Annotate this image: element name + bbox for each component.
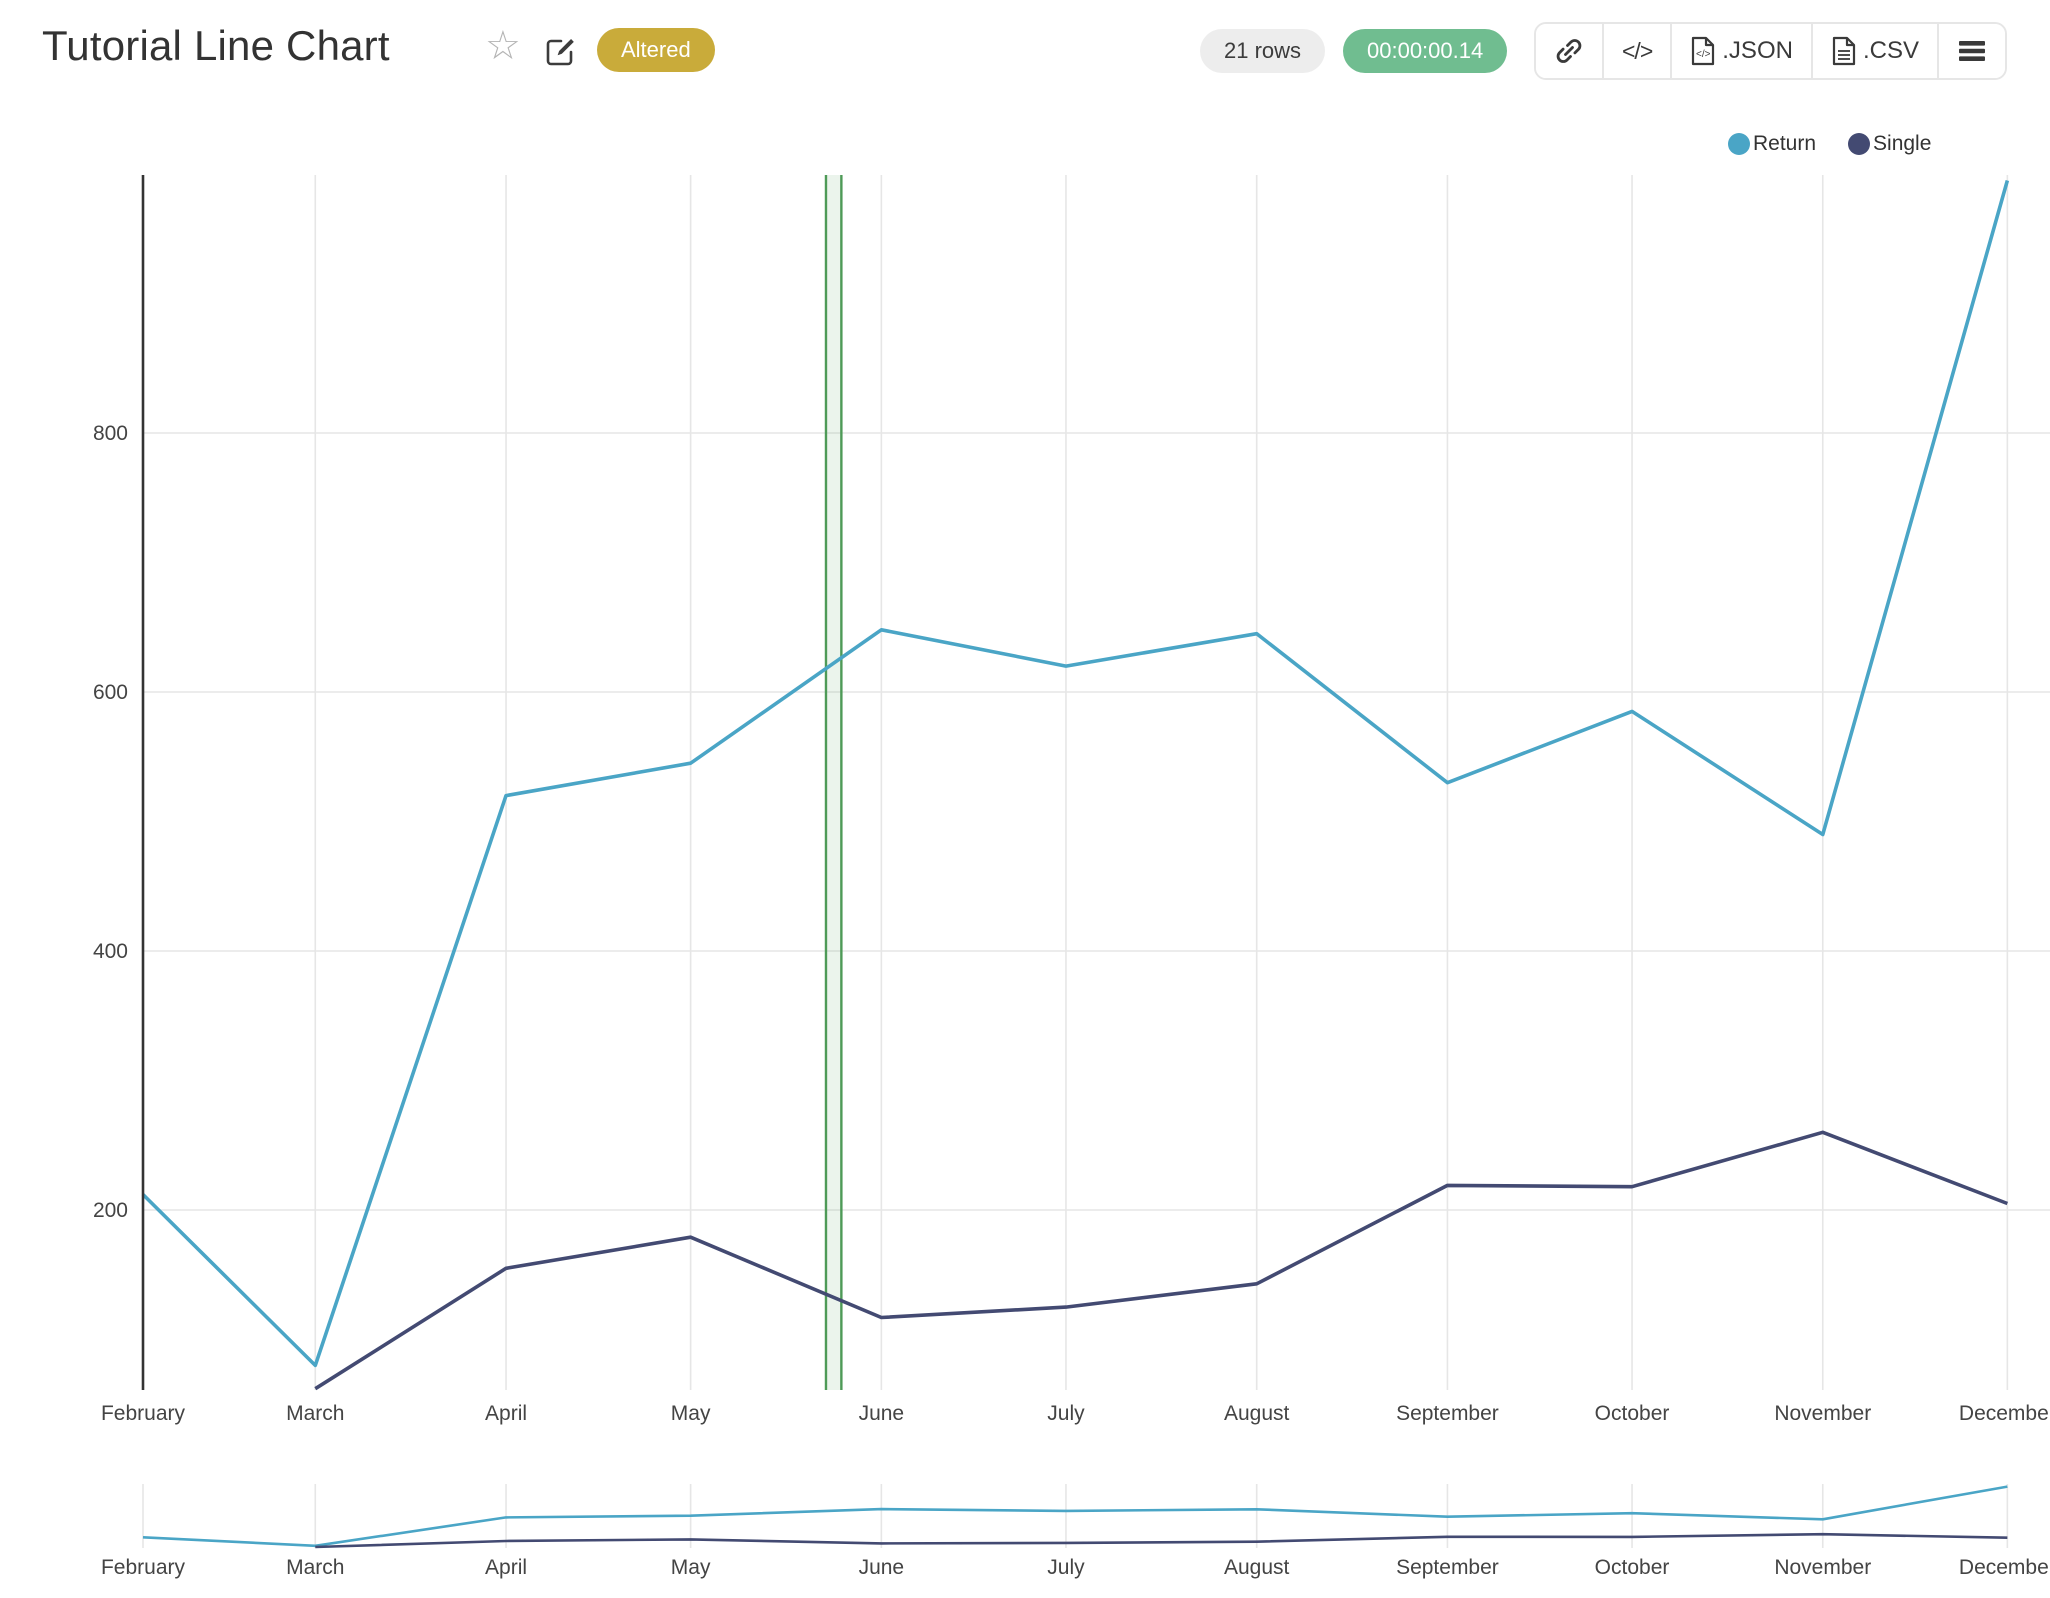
legend-item-single[interactable]: Single (1848, 132, 1931, 156)
legend-dot-return (1728, 133, 1750, 155)
x-axis-label: September (1396, 1402, 1499, 1425)
hamburger-menu-icon (1958, 41, 1985, 61)
range-slider-line-return (142, 1485, 2008, 1548)
range-slider[interactable] (143, 1456, 2050, 1576)
range-slider-label: October (1595, 1556, 1670, 1579)
x-axis-label: August (1224, 1402, 1290, 1425)
favorite-star-icon[interactable]: ☆ (485, 24, 521, 68)
range-slider-label: August (1224, 1556, 1290, 1579)
x-axis-label: June (859, 1402, 905, 1425)
row-count-badge: 21 rows (1200, 29, 1326, 73)
x-axis-label: November (1774, 1402, 1871, 1425)
series-line-single (314, 1130, 2009, 1391)
download-json-button[interactable]: </> .JSON (1672, 24, 1813, 78)
series-line-return (141, 180, 2010, 1368)
legend-label: Return (1753, 132, 1817, 155)
csv-file-icon (1832, 36, 1856, 66)
altered-status-badge: Altered (597, 28, 715, 72)
edit-title-button[interactable] (543, 34, 577, 68)
range-slider-label: April (485, 1556, 527, 1579)
svg-text:</>: </> (1696, 49, 1711, 60)
y-axis-tick-label: 800 (93, 422, 128, 445)
y-axis-tick-label: 200 (93, 1199, 128, 1222)
y-axis-tick-label: 400 (93, 940, 128, 963)
y-axis-tick-label: 600 (93, 681, 128, 704)
range-slider-label: May (671, 1556, 711, 1579)
range-slider-label: November (1774, 1556, 1871, 1579)
annotation-band (825, 175, 842, 1390)
legend-label: Single (1873, 132, 1932, 155)
link-icon (1556, 39, 1582, 63)
legend-item-return[interactable]: Return (1728, 132, 1816, 156)
range-slider-label: March (286, 1556, 344, 1579)
x-axis-label: April (485, 1402, 527, 1425)
x-axis-label: March (286, 1402, 344, 1425)
x-axis-label: February (101, 1402, 186, 1425)
x-axis-label: July (1047, 1402, 1085, 1425)
copy-link-button[interactable] (1536, 24, 1604, 78)
chart-legend: Return Single (1728, 132, 1931, 156)
download-csv-button[interactable]: .CSV (1812, 24, 1939, 78)
pencil-square-icon (546, 39, 574, 66)
json-button-label: .JSON (1722, 37, 1793, 64)
range-slider-label: June (859, 1556, 905, 1579)
x-axis-label: May (671, 1402, 711, 1425)
legend-dot-single (1848, 133, 1871, 155)
range-slider-label: July (1047, 1556, 1085, 1579)
json-file-icon: </> (1692, 36, 1715, 66)
menu-button[interactable] (1938, 24, 2005, 78)
range-slider-label: February (101, 1556, 186, 1579)
query-runtime-badge: 00:00:00.14 (1343, 29, 1508, 73)
csv-button-label: .CSV (1862, 37, 1919, 64)
code-icon: </> (1622, 37, 1653, 64)
x-axis-label: December (1959, 1402, 2050, 1425)
range-slider-line-single (315, 1532, 2008, 1549)
range-slider-label: December (1959, 1556, 2050, 1579)
embed-code-button[interactable]: </> (1604, 24, 1673, 78)
range-slider-label: September (1396, 1556, 1499, 1579)
export-toolbar: </> </> .JSON .CSV (1534, 22, 2007, 80)
page-title: Tutorial Line Chart (42, 22, 390, 69)
x-axis-label: October (1595, 1402, 1670, 1425)
